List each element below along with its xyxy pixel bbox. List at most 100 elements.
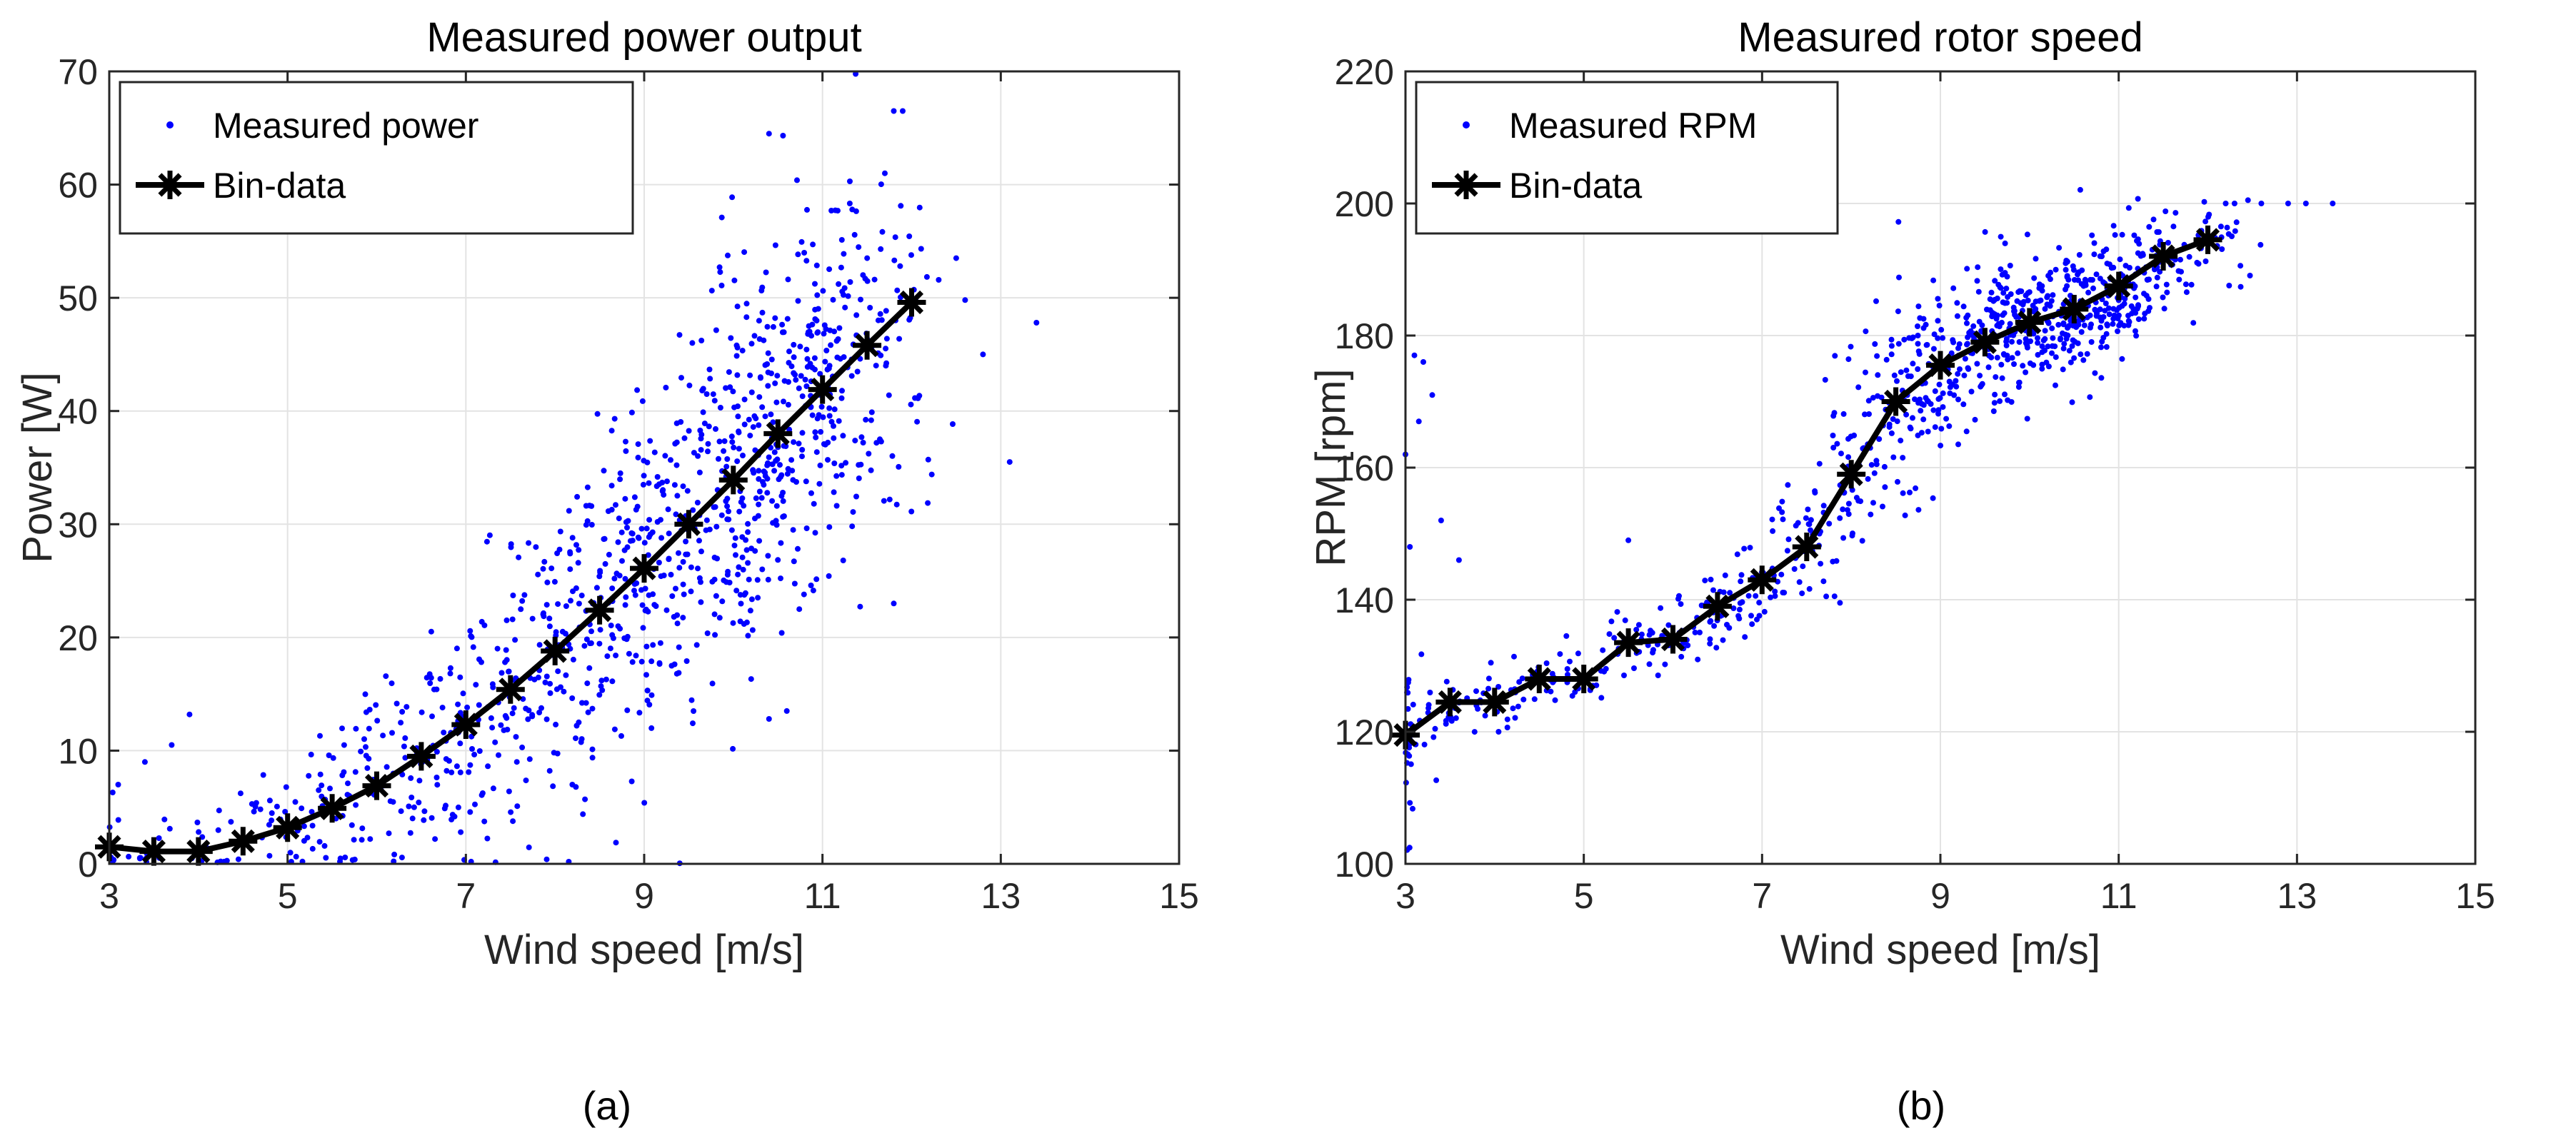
data-point — [506, 668, 511, 675]
data-point — [2141, 316, 2147, 322]
marker-stroke — [811, 378, 835, 402]
data-point — [1896, 274, 1902, 281]
data-point — [519, 598, 526, 604]
data-point — [115, 817, 121, 823]
data-point — [713, 327, 719, 333]
data-point — [1955, 371, 1961, 377]
data-point — [1433, 777, 1440, 783]
data-point — [526, 756, 533, 762]
data-point — [601, 468, 607, 474]
data-point — [1998, 361, 2005, 368]
data-point — [695, 453, 701, 459]
data-point — [569, 695, 576, 701]
data-point — [1992, 296, 1998, 303]
data-point — [962, 297, 968, 303]
data-point — [2060, 346, 2067, 352]
data-point — [391, 851, 398, 857]
data-point — [555, 668, 561, 675]
data-point — [1606, 631, 1613, 638]
data-point — [1730, 605, 1737, 611]
data-point — [908, 252, 914, 258]
data-point — [1946, 423, 1953, 429]
data-point — [1915, 333, 1921, 338]
data-point — [2088, 339, 2095, 345]
bin-data-marker — [541, 636, 570, 665]
data-point — [1772, 588, 1778, 595]
data-point — [1778, 571, 1785, 578]
y-tick-label: 180 — [1335, 316, 1394, 356]
data-point — [2103, 344, 2110, 350]
data-point — [1881, 463, 1888, 470]
data-point — [1785, 482, 1791, 488]
bin-data-marker — [229, 827, 258, 856]
data-point — [639, 602, 646, 608]
data-point — [838, 264, 844, 271]
data-point — [886, 392, 892, 398]
data-point — [2080, 357, 2087, 363]
data-point — [2007, 321, 2013, 327]
data-point — [741, 421, 748, 428]
data-point — [546, 767, 553, 774]
data-point — [1953, 378, 1959, 384]
data-point — [690, 507, 696, 513]
data-point — [825, 439, 831, 445]
data-point — [1638, 631, 1645, 638]
data-point — [573, 585, 579, 591]
data-point — [1998, 266, 2004, 273]
data-point — [771, 468, 778, 474]
data-point — [538, 705, 544, 711]
data-point — [433, 775, 440, 780]
data-point — [643, 643, 650, 650]
data-point — [455, 701, 461, 708]
data-point — [2085, 289, 2092, 296]
data-point — [856, 475, 862, 481]
legend-box — [119, 81, 634, 235]
data-point — [1633, 627, 1640, 633]
data-point — [597, 627, 603, 633]
data-point — [646, 480, 652, 486]
data-point — [678, 375, 684, 381]
data-point — [327, 785, 333, 792]
data-point — [573, 542, 579, 548]
marker-stroke — [766, 421, 790, 445]
data-point — [404, 704, 410, 710]
data-point — [662, 453, 668, 459]
x-tick-label: 3 — [1395, 876, 1415, 916]
data-point — [1974, 278, 1980, 284]
data-point — [1936, 381, 1943, 388]
data-point — [1761, 608, 1768, 615]
data-point — [666, 530, 672, 537]
data-point — [878, 181, 884, 188]
data-point — [1964, 266, 1970, 272]
data-point — [2089, 277, 2095, 283]
data-point — [711, 576, 718, 583]
data-point — [1925, 428, 1931, 435]
data-point — [501, 727, 507, 733]
data-point — [2015, 384, 2022, 390]
data-point — [756, 488, 763, 495]
data-point — [1992, 391, 1998, 398]
data-point — [1895, 478, 1900, 485]
data-point — [351, 837, 357, 843]
legend-scatter-marker — [166, 121, 174, 129]
data-point — [518, 606, 524, 613]
data-point — [274, 803, 280, 810]
data-point — [342, 855, 349, 860]
data-point — [809, 321, 816, 328]
data-point — [743, 314, 750, 321]
data-point — [1903, 367, 1910, 373]
data-point — [1965, 365, 1971, 371]
data-point — [2078, 281, 2085, 287]
data-point — [2065, 276, 2072, 283]
data-point — [570, 656, 576, 663]
data-point — [349, 822, 355, 828]
data-point — [731, 543, 738, 549]
data-point — [638, 587, 644, 593]
data-point — [323, 855, 329, 861]
data-point — [751, 470, 757, 476]
data-point — [1784, 548, 1790, 554]
data-point — [583, 503, 589, 509]
data-point — [661, 492, 667, 498]
data-point — [269, 817, 275, 824]
data-point — [798, 373, 804, 379]
